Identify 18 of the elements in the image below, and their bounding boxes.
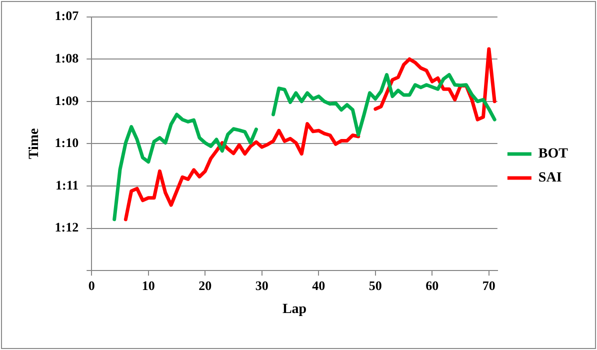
- y-tick-label: 1:09: [54, 92, 80, 108]
- x-tick-label: 60: [426, 278, 439, 293]
- x-tick-label: 50: [368, 278, 382, 293]
- y-tick-label: 1:07: [54, 8, 80, 24]
- x-tick-label: 20: [198, 278, 212, 293]
- x-tick-label: 10: [142, 278, 155, 293]
- x-tick-label: 70: [482, 278, 496, 293]
- x-tick-label: 0: [88, 278, 95, 293]
- y-tick-label: 1:12: [54, 220, 79, 235]
- y-axis-title: Time: [27, 128, 42, 160]
- y-tick-label: 1:11: [56, 177, 79, 192]
- legend-label: SAI: [538, 170, 562, 186]
- y-tick-label: 1:08: [54, 50, 80, 66]
- x-axis-title: Lap: [282, 302, 307, 318]
- x-tick-label: 40: [312, 278, 326, 293]
- y-tick-label: 1:10: [54, 135, 79, 150]
- legend-label: BOT: [538, 146, 569, 162]
- x-tick-label: 30: [255, 278, 268, 293]
